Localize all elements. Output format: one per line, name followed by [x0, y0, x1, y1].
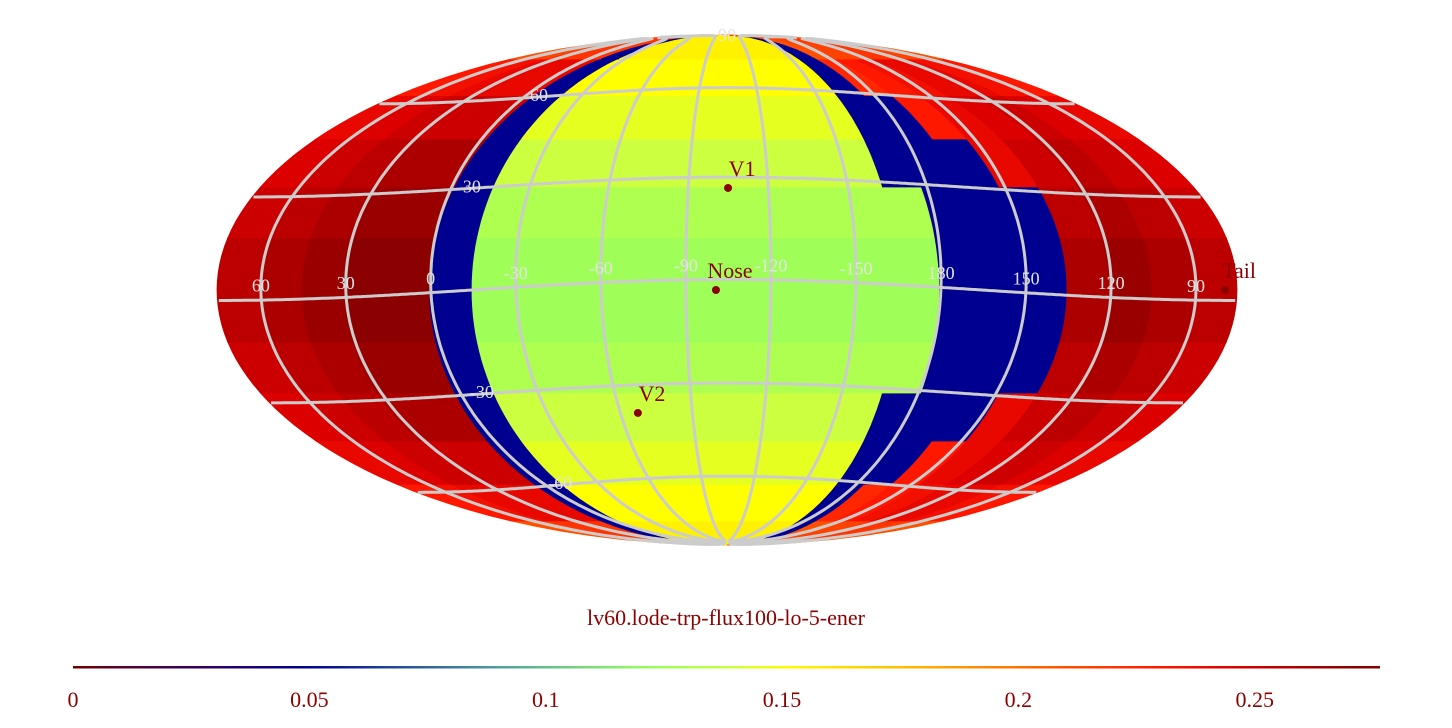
- map-cell: [851, 289, 898, 343]
- marker: [724, 183, 733, 192]
- lon-tick-label: 0: [426, 268, 435, 288]
- grid-line: [253, 175, 1201, 199]
- map-cell: [934, 289, 983, 343]
- map-cell: [726, 186, 770, 239]
- colorbar-tick-label: 0.2: [1005, 687, 1033, 712]
- colorbar-tick-label: 0.1: [532, 687, 560, 712]
- lat-tick-label: 30: [463, 176, 481, 196]
- lon-tick-label: 60: [252, 276, 270, 296]
- marker: [633, 408, 642, 417]
- chart-title: lv60.lode-trp-flux100-lo-5-ener: [587, 605, 866, 630]
- marker: [1221, 286, 1230, 294]
- colorbar-scale: [73, 666, 1380, 669]
- lon-tick-label: 180: [928, 263, 955, 283]
- equator-line: [218, 278, 1236, 302]
- map-cell: [768, 289, 813, 343]
- lon-tick-label: -120: [754, 256, 787, 276]
- lat-tick-label: -60: [548, 473, 572, 493]
- colorbar-tick-label: 0: [68, 687, 79, 712]
- lon-tick-label: 150: [1013, 268, 1040, 288]
- lat-tick-label: 60: [530, 85, 548, 105]
- map-cell: [765, 186, 811, 239]
- graticule: [218, 33, 1236, 547]
- lon-tick-label: 120: [1098, 273, 1125, 293]
- grid-line: [271, 381, 1183, 405]
- marker-label: V1: [729, 156, 756, 181]
- map-cell: [976, 289, 1025, 343]
- map-cell: [599, 289, 645, 343]
- lat-tick-label: -30: [470, 382, 494, 402]
- map-cell: [726, 289, 770, 343]
- map-cell: [804, 186, 853, 239]
- lon-tick-label: 30: [337, 273, 355, 293]
- colorbar-tick-label: 0.25: [1235, 687, 1274, 712]
- colorbar: 0 0.05 0.1 0.15 0.2 0.25: [68, 666, 1380, 712]
- marker-label: Tail: [1222, 258, 1256, 283]
- map-cell: [429, 237, 478, 291]
- lon-tick-label: -150: [840, 258, 873, 278]
- marker-label: Nose: [707, 258, 752, 283]
- map-cell: [643, 186, 689, 239]
- map-cell: [809, 289, 855, 343]
- map-cell: [386, 289, 437, 343]
- map-cell: [601, 186, 650, 239]
- grid-line: [417, 474, 1037, 494]
- map-cell: [726, 341, 770, 394]
- lon-tick-label: -90: [674, 256, 698, 276]
- map-cell: [684, 289, 728, 343]
- map-cell: [684, 341, 728, 394]
- grid-line: [379, 86, 1075, 106]
- map-cell: [687, 138, 728, 188]
- lon-tick-label: 90: [1187, 276, 1205, 296]
- graticule-labels: 60 30 0 -30 -60 -90 -120 -150 180 150 120 90 90 60 30 -…: [252, 25, 1205, 493]
- lon-tick-label: -30: [504, 263, 528, 283]
- map-cell: [471, 289, 520, 343]
- map-cell: [641, 289, 686, 343]
- map-cell: [684, 186, 728, 239]
- colorbar-tick-label: 0.05: [290, 687, 329, 712]
- marker-label: V2: [638, 381, 665, 406]
- map-cells: [216, 34, 1238, 546]
- map-cell: [556, 289, 603, 343]
- lat-tick-label: 90: [718, 25, 736, 45]
- markers: V1 Nose V2 Tail: [633, 156, 1256, 417]
- map-cell: [892, 289, 940, 343]
- lon-tick-label: -60: [589, 258, 613, 278]
- colorbar-tick-label: 0.15: [763, 687, 802, 712]
- marker: [711, 286, 720, 294]
